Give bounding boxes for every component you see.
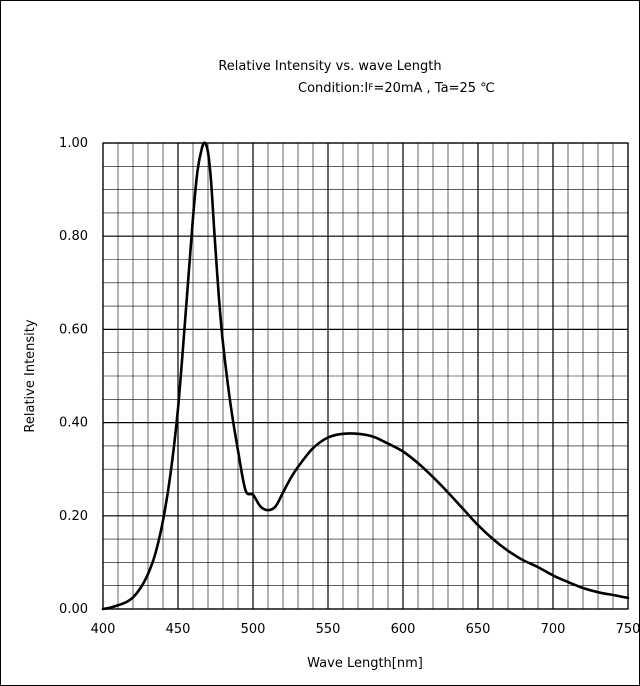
chart-subtitle: Condition:IF=20mA , Ta=25 ℃ xyxy=(298,81,495,96)
y-tick-label: 0.00 xyxy=(59,602,88,617)
plot-area-border xyxy=(102,142,629,610)
chart-title: Relative Intensity vs. wave Length xyxy=(218,59,441,74)
subtitle-post: =20mA , Ta=25 ℃ xyxy=(373,81,494,96)
x-tick-label: 750 xyxy=(616,622,640,637)
y-tick-label: 0.40 xyxy=(59,416,88,431)
x-axis-label: Wave Length[nm] xyxy=(307,656,423,671)
subtitle-pre: Condition:I xyxy=(298,81,368,96)
x-tick-label: 600 xyxy=(391,622,416,637)
subtitle-subscript: F xyxy=(368,83,373,93)
x-tick-label: 650 xyxy=(466,622,491,637)
series-line xyxy=(101,141,630,611)
y-tick-labels: 0.00 0.20 0.40 0.60 0.80 1.00 xyxy=(59,136,88,617)
y-tick-label: 0.60 xyxy=(59,322,88,337)
x-tick-labels: 400 450 500 550 600 650 700 750 xyxy=(91,622,640,637)
y-axis-label: Relative Intensity xyxy=(23,319,38,432)
x-tick-label: 450 xyxy=(166,622,191,637)
x-tick-label: 550 xyxy=(316,622,341,637)
y-tick-label: 0.80 xyxy=(59,229,88,244)
x-tick-label: 500 xyxy=(241,622,266,637)
x-tick-label: 400 xyxy=(91,622,116,637)
y-tick-label: 1.00 xyxy=(59,136,88,151)
x-tick-label: 700 xyxy=(541,622,566,637)
y-tick-label: 0.20 xyxy=(59,509,88,524)
